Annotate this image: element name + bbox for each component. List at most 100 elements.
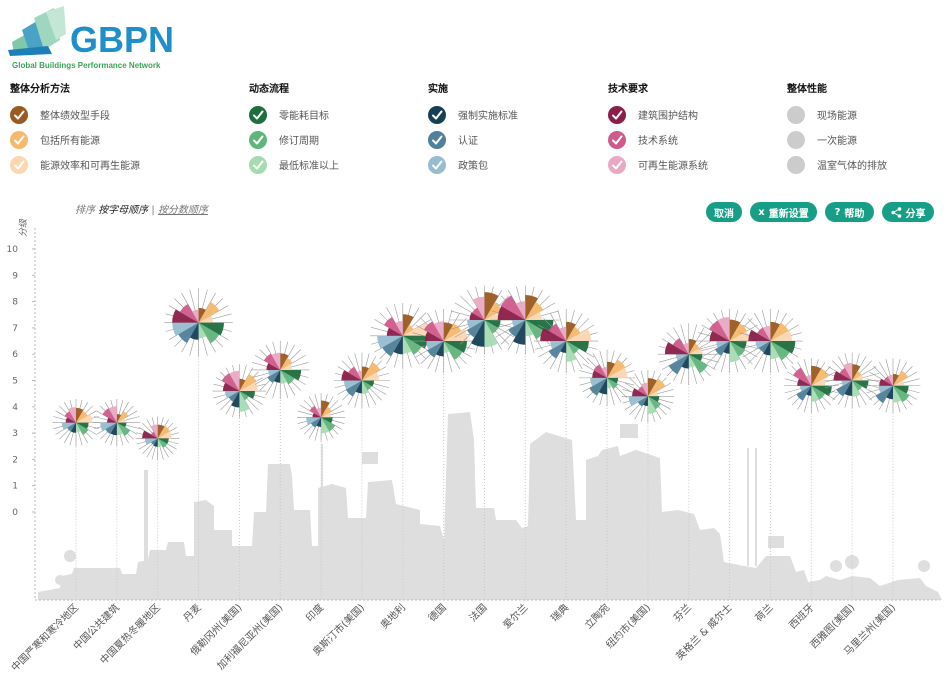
- legend-toggle[interactable]: 能源效率和可再生能源: [10, 152, 180, 177]
- score-flower: [657, 323, 720, 385]
- check-icon[interactable]: [428, 130, 446, 149]
- x-category-label: 中国严寒和寒冷地区: [8, 601, 81, 674]
- sort-score-option[interactable]: 按分数顺序: [157, 205, 208, 216]
- check-icon[interactable]: [10, 105, 28, 124]
- check-icon[interactable]: [608, 155, 626, 174]
- x-category-label: 法国: [466, 601, 489, 624]
- help-icon: ?: [834, 206, 841, 218]
- y-tick-label: 10: [7, 245, 19, 255]
- x-category-label: 奥地利: [378, 601, 408, 631]
- legend-toggle[interactable]: 最低标准以上: [249, 152, 419, 177]
- score-flower: [697, 308, 762, 374]
- legend-toggle[interactable]: 强制实施标准: [428, 102, 598, 127]
- y-tick-label: 5: [12, 377, 18, 387]
- legend-item-label: 强制实施标准: [458, 111, 518, 122]
- legend-item-label: 零能耗目标: [279, 111, 329, 122]
- close-icon: x: [758, 206, 765, 218]
- legend-group: 整体分析方法整体绩效型手段 包括所有能源能源效率和可再生能源: [10, 80, 180, 177]
- y-tick-label: 2: [12, 455, 18, 465]
- x-category-label: 瑞典: [548, 601, 571, 624]
- legend-group-title: 动态流程: [249, 84, 289, 95]
- cancel-button[interactable]: 取消: [706, 202, 742, 222]
- score-flower: [738, 308, 803, 374]
- check-icon[interactable]: [787, 105, 805, 124]
- score-flower: [534, 308, 599, 374]
- check-icon[interactable]: [787, 155, 805, 174]
- legend-group-title: 整体分析方法: [10, 84, 70, 95]
- check-icon[interactable]: [428, 105, 446, 124]
- x-category-label: 德国: [425, 601, 448, 624]
- legend-group: 实施强制实施标准 认证政策包: [428, 80, 598, 177]
- score-flower: [370, 303, 436, 369]
- sort-alphabetical-option[interactable]: 按字母顺序: [98, 205, 149, 216]
- check-icon[interactable]: [10, 130, 28, 149]
- x-category-label: 印度: [303, 601, 326, 624]
- score-flower: [93, 399, 141, 447]
- score-flower: [52, 399, 100, 447]
- score-flower: [135, 416, 180, 461]
- x-category-label: 芬兰: [671, 601, 694, 624]
- score-flower: [824, 352, 881, 409]
- score-flower: [164, 288, 233, 357]
- legend-toggle[interactable]: 技术系统: [608, 127, 778, 152]
- legend-group: 整体性能 现场能源 一次能源 温室气体的排放: [787, 80, 950, 177]
- legend-toggle[interactable]: 认证: [428, 127, 598, 152]
- sort-separator: |: [151, 205, 155, 216]
- x-category-label: 立陶宛: [582, 601, 612, 631]
- check-icon[interactable]: [249, 130, 267, 149]
- check-icon[interactable]: [428, 155, 446, 174]
- legend-toggle[interactable]: 建筑围护结构: [608, 102, 778, 127]
- legend-group-title: 实施: [428, 84, 448, 95]
- x-category-label: 荷兰: [752, 601, 775, 624]
- reset-button-label: 重新设置: [768, 208, 809, 220]
- check-icon[interactable]: [608, 130, 626, 149]
- legend-toggle[interactable]: 温室气体的排放: [787, 152, 950, 177]
- y-tick-label: 0: [12, 508, 18, 518]
- score-flower: [333, 352, 390, 409]
- reset-button[interactable]: x 重新设置: [750, 202, 817, 222]
- check-icon[interactable]: [10, 155, 28, 174]
- legend-toggle[interactable]: 包括所有能源: [10, 127, 180, 152]
- legend-item-label: 最低标准以上: [279, 161, 339, 172]
- y-tick-label: 8: [12, 298, 18, 308]
- legend-item-label: 认证: [458, 136, 478, 147]
- score-flower: [212, 364, 267, 418]
- legend-toggle[interactable]: 修订周期: [249, 127, 419, 152]
- score-flower: [865, 358, 921, 414]
- logo-tagline: Global Buildings Performance Network: [12, 61, 161, 70]
- legend-group: 动态流程零能耗目标修订周期最低标准以上: [249, 80, 419, 177]
- legend-item-label: 修订周期: [279, 136, 319, 147]
- legend-item-label: 一次能源: [817, 136, 857, 147]
- legend-toggle[interactable]: 零能耗目标: [249, 102, 419, 127]
- check-icon[interactable]: [249, 155, 267, 174]
- x-category-label: 加利福尼亚州(美国): [214, 601, 285, 672]
- x-category-label: 爱尔兰: [500, 601, 530, 631]
- gbpn-logo: GBPN Global Buildings Performance Networ…: [8, 4, 188, 74]
- legend-toggle[interactable]: 一次能源: [787, 127, 950, 152]
- y-tick-label: 6: [12, 350, 18, 360]
- help-button[interactable]: ? 帮助: [825, 202, 874, 222]
- legend-toggle[interactable]: 整体绩效型手段: [10, 102, 180, 127]
- legend-item-label: 包括所有能源: [40, 136, 100, 147]
- share-button-label: 分享: [905, 208, 926, 220]
- share-icon: [890, 206, 901, 218]
- logo-name: GBPN: [70, 19, 174, 60]
- legend-item-label: 整体绩效型手段: [40, 111, 110, 122]
- cancel-button-label: 取消: [714, 208, 734, 220]
- legend-toggle[interactable]: 可再生能源系统: [608, 152, 778, 177]
- share-button[interactable]: 分享: [882, 202, 934, 222]
- legend-item-label: 现场能源: [817, 111, 857, 122]
- score-flower: [297, 393, 346, 442]
- y-tick-label: 7: [12, 324, 18, 334]
- legend-item-label: 政策包: [458, 161, 488, 172]
- legend-toggle[interactable]: 现场能源: [787, 102, 950, 127]
- legend-toggle[interactable]: 政策包: [428, 152, 598, 177]
- check-icon[interactable]: [787, 130, 805, 149]
- legend-item-label: 能源效率和可再生能源: [40, 161, 140, 172]
- legend-item-label: 可再生能源系统: [638, 161, 708, 172]
- check-icon[interactable]: [608, 105, 626, 124]
- x-category-label: 西班牙: [787, 602, 817, 632]
- y-axis-label: 分级: [18, 218, 29, 237]
- x-category-label: 丹麦: [181, 602, 204, 625]
- check-icon[interactable]: [249, 105, 267, 124]
